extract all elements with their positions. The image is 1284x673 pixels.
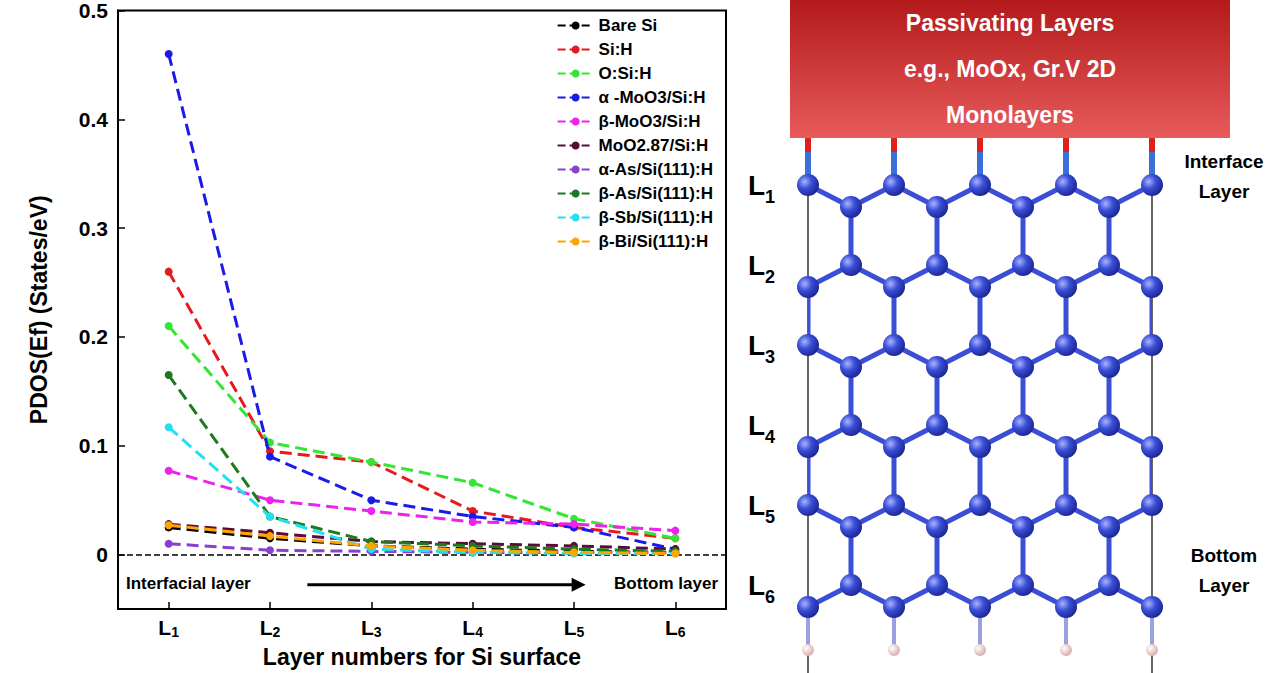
svg-text:O:Si:H: O:Si:H xyxy=(599,64,652,83)
svg-text:Layer: Layer xyxy=(1199,575,1250,596)
svg-text:0: 0 xyxy=(96,543,108,566)
svg-text:PDOS(Ef) (States/eV): PDOS(Ef) (States/eV) xyxy=(26,195,52,424)
svg-text:6: 6 xyxy=(678,624,686,640)
svg-text:e.g., MoOx, Gr.V 2D: e.g., MoOx, Gr.V 2D xyxy=(904,56,1116,82)
svg-text:0.3: 0.3 xyxy=(79,217,108,240)
svg-text:Bare Si: Bare Si xyxy=(599,16,658,35)
svg-text:2: 2 xyxy=(273,624,281,640)
svg-text:Passivating Layers: Passivating Layers xyxy=(906,10,1114,36)
svg-text:5: 5 xyxy=(577,624,585,640)
svg-text:L: L xyxy=(260,616,273,639)
svg-text:L5: L5 xyxy=(748,490,775,527)
svg-text:Si:H: Si:H xyxy=(599,40,633,59)
svg-text:L: L xyxy=(361,616,374,639)
svg-text:α -MoO3/Si:H: α -MoO3/Si:H xyxy=(599,88,706,107)
svg-text:L: L xyxy=(462,616,475,639)
svg-text:Interfacial layer: Interfacial layer xyxy=(126,574,251,593)
svg-text:α-As/Si(111):H: α-As/Si(111):H xyxy=(599,160,713,179)
svg-text:0.4: 0.4 xyxy=(79,108,109,131)
svg-text:L: L xyxy=(665,616,678,639)
svg-text:β-Bi/Si(111):H: β-Bi/Si(111):H xyxy=(599,232,709,251)
svg-text:Interface: Interface xyxy=(1184,151,1263,172)
svg-text:0.1: 0.1 xyxy=(79,434,109,457)
svg-text:β-MoO3/Si:H: β-MoO3/Si:H xyxy=(599,112,701,131)
svg-text:L: L xyxy=(564,616,577,639)
svg-text:Monolayers: Monolayers xyxy=(946,102,1074,128)
svg-text:0.5: 0.5 xyxy=(79,0,109,22)
svg-text:MoO2.87/Si:H: MoO2.87/Si:H xyxy=(599,136,709,155)
svg-text:Layer numbers for Si surface: Layer numbers for Si surface xyxy=(263,644,581,670)
svg-text:β-As/Si(111):H: β-As/Si(111):H xyxy=(599,184,713,203)
svg-text:β-Sb/Si(111):H: β-Sb/Si(111):H xyxy=(599,208,713,227)
svg-text:L3: L3 xyxy=(748,330,775,367)
svg-text:1: 1 xyxy=(171,624,179,640)
svg-text:L6: L6 xyxy=(748,570,775,607)
svg-text:0.2: 0.2 xyxy=(79,325,108,348)
svg-text:3: 3 xyxy=(374,624,382,640)
svg-text:Bottom layer: Bottom layer xyxy=(614,574,718,593)
svg-text:Layer: Layer xyxy=(1199,181,1250,202)
svg-text:L: L xyxy=(158,616,171,639)
svg-text:L2: L2 xyxy=(748,250,775,287)
svg-text:Bottom: Bottom xyxy=(1191,545,1257,566)
svg-text:L4: L4 xyxy=(748,410,775,447)
svg-text:4: 4 xyxy=(475,624,483,640)
svg-text:L1: L1 xyxy=(748,170,775,207)
